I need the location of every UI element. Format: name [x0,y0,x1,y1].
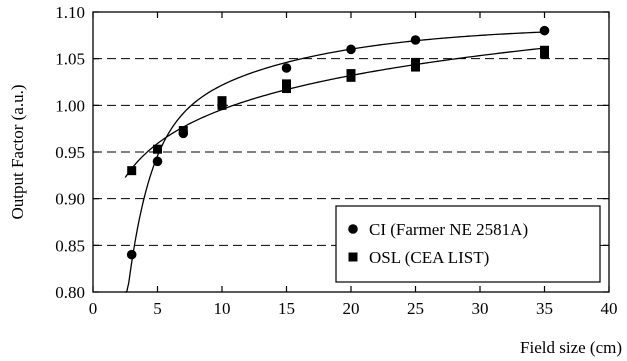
legend-marker-osl [348,252,358,262]
legend-marker-ci [348,224,358,234]
ci-fit-curve [124,31,545,293]
osl-data-point [127,166,137,176]
y-tick-label: 0.80 [55,283,85,302]
osl-data-point [282,84,291,94]
osl-data-point [217,96,227,106]
x-tick-label: 40 [601,299,618,318]
ci-data-point [152,156,163,167]
x-tick-label: 20 [343,299,360,318]
y-tick-label: 0.85 [55,236,85,255]
y-tick-label: 1.05 [55,50,85,69]
osl-data-point [217,100,227,110]
x-tick-label: 0 [89,299,98,318]
osl-data-point [411,57,420,67]
osl-data-point [411,62,420,72]
ci-data-point [410,35,421,45]
x-tick-label: 30 [472,299,489,318]
osl-data-point [540,49,549,59]
x-tick-label: 10 [214,299,231,318]
y-tick-label: 1.10 [55,3,85,22]
osl-data-point [282,79,291,89]
x-axis-label: Field size (cm) [520,338,622,357]
fit-curves [124,31,545,293]
osl-data-point [153,144,162,154]
x-tick-label: 15 [278,299,295,318]
legend: CI (Farmer NE 2581A) OSL (CEA LIST) [335,205,601,283]
y-tick-label: 0.90 [55,190,85,209]
ci-data-point [346,44,356,55]
osl-data-point [346,72,356,82]
y-tick-label: 1.00 [55,96,85,115]
y-axis-label: Output Factor (a.u.) [8,84,27,219]
x-tick-label: 5 [153,299,162,318]
legend-label-osl: OSL (CEA LIST) [369,248,489,267]
axis-ticks: 0 5 10 15 20 25 30 35 40 0.80 0.85 0.90 0.95 1.00 1.05… [55,3,617,318]
data-points [126,25,550,260]
ci-data-point [126,249,137,260]
osl-fit-curve [124,47,545,178]
ci-data-point [539,25,550,36]
ci-data-point [281,63,292,73]
legend-label-ci: CI (Farmer NE 2581A) [369,220,528,239]
x-tick-label: 25 [407,299,424,318]
osl-data-point [178,126,188,136]
y-tick-label: 0.95 [55,143,85,162]
x-tick-label: 35 [536,299,553,318]
legend-box [335,205,601,283]
